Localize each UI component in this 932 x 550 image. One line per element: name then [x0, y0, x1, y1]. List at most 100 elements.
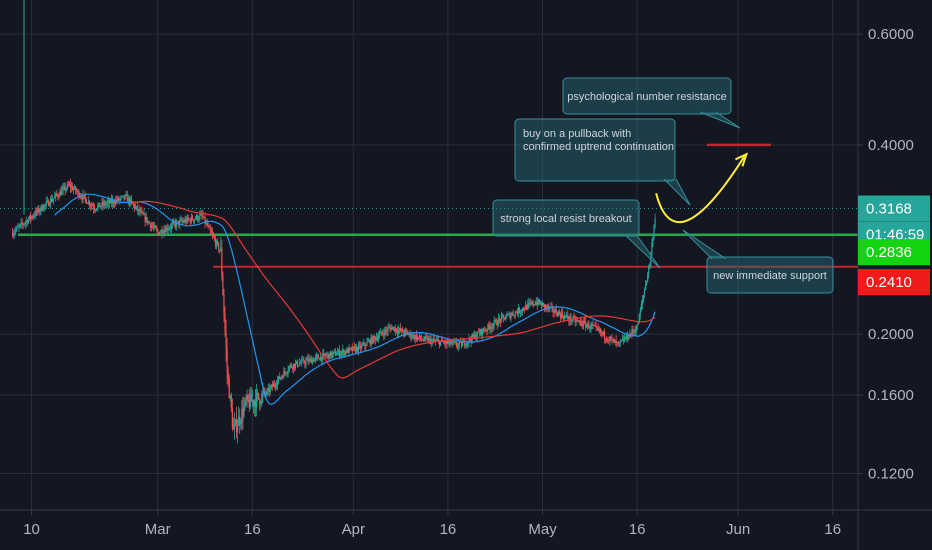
- candle-body: [125, 194, 127, 196]
- candle-body: [333, 351, 335, 353]
- candle-body: [18, 226, 20, 227]
- candle-body: [628, 337, 630, 340]
- candle-body: [349, 347, 351, 349]
- candle-body: [152, 226, 155, 228]
- candle-body: [192, 219, 195, 221]
- candle-body: [166, 227, 168, 231]
- time-tick-label: Mar: [145, 521, 171, 538]
- candle-body: [448, 340, 450, 343]
- candle-body: [398, 328, 401, 330]
- candle-body: [29, 215, 32, 219]
- candle-body: [558, 311, 560, 314]
- candle-body: [159, 232, 161, 235]
- candle-body: [241, 408, 243, 423]
- time-tick-label: Apr: [342, 521, 365, 538]
- time-tick-label: Jun: [726, 521, 750, 538]
- candle-body: [526, 305, 528, 310]
- candle-body: [15, 229, 17, 233]
- candle-body: [225, 331, 227, 349]
- candle-body: [581, 325, 584, 326]
- candle-body: [625, 338, 627, 340]
- candle-body: [163, 230, 165, 234]
- candle-body: [179, 220, 181, 225]
- time-tick-label: 16: [244, 521, 261, 538]
- candle-body: [345, 351, 347, 354]
- moving-average-fast: [54, 193, 656, 405]
- candle-body: [234, 419, 237, 424]
- candle-body: [642, 295, 645, 300]
- candle-body: [167, 229, 169, 231]
- candle-body: [28, 215, 31, 220]
- candle-body: [401, 329, 403, 331]
- candle-body: [224, 313, 226, 332]
- candle-body: [458, 341, 461, 345]
- candle-body: [603, 331, 606, 339]
- candle-body: [116, 199, 118, 201]
- candle-body: [57, 195, 59, 197]
- candle-body: [218, 243, 220, 251]
- candle-body: [384, 329, 386, 336]
- candle-body: [177, 220, 179, 222]
- candle-body: [539, 303, 542, 304]
- candle-body: [509, 313, 511, 319]
- candle-body: [137, 206, 139, 211]
- candle-body: [33, 215, 35, 218]
- candle-body: [100, 206, 102, 208]
- candle-body: [645, 284, 647, 291]
- candle-body: [220, 247, 222, 251]
- candle-body: [532, 301, 534, 305]
- candle-body: [63, 186, 65, 188]
- candle-body: [410, 332, 412, 338]
- candle-body: [360, 345, 362, 349]
- candle-body: [340, 354, 342, 356]
- candle-body: [342, 349, 344, 353]
- candle-body: [205, 222, 207, 224]
- candle-body: [392, 327, 394, 328]
- candlestick-series: [12, 178, 656, 444]
- candle-body: [616, 342, 618, 344]
- candle-body: [648, 266, 650, 275]
- candle-body: [221, 247, 223, 276]
- candle-body: [403, 332, 405, 335]
- candle-body: [524, 309, 526, 311]
- candle-body: [212, 234, 215, 237]
- candle-body: [254, 400, 257, 408]
- candle-body: [454, 341, 456, 343]
- callout-box: [492, 199, 640, 237]
- candle-body: [181, 219, 183, 222]
- candle-body: [81, 197, 83, 200]
- candle-body: [317, 355, 320, 359]
- candle-body: [555, 309, 557, 315]
- candle-body: [196, 215, 198, 219]
- candle-body: [213, 236, 216, 240]
- candle-body: [635, 329, 637, 333]
- candle-body: [527, 303, 529, 310]
- candle-body: [586, 325, 588, 328]
- candle-body: [430, 338, 432, 344]
- candle-body: [436, 340, 439, 341]
- candle-body: [650, 252, 652, 264]
- candle-body: [347, 348, 349, 354]
- candle-body: [121, 196, 123, 197]
- candle-body: [250, 393, 252, 402]
- candle-body: [601, 332, 604, 334]
- annotations: psychological number resistance buy on a …: [492, 77, 834, 294]
- candle-body: [283, 371, 285, 378]
- candle-body: [478, 332, 481, 335]
- candle-body: [191, 216, 194, 220]
- candle-body: [257, 392, 259, 394]
- candle-body: [449, 340, 451, 345]
- candle-body: [570, 316, 572, 322]
- note-immediate-support: new immediate support: [682, 229, 834, 294]
- candle-body: [275, 385, 278, 387]
- candle-body: [452, 341, 454, 343]
- candle-body: [278, 376, 280, 381]
- candle-body: [397, 329, 400, 333]
- candle-body: [376, 337, 379, 340]
- candle-body: [104, 202, 106, 206]
- candle-body: [596, 326, 598, 329]
- candle-body: [34, 215, 36, 217]
- candle-body: [564, 315, 566, 319]
- candle-body: [362, 344, 364, 346]
